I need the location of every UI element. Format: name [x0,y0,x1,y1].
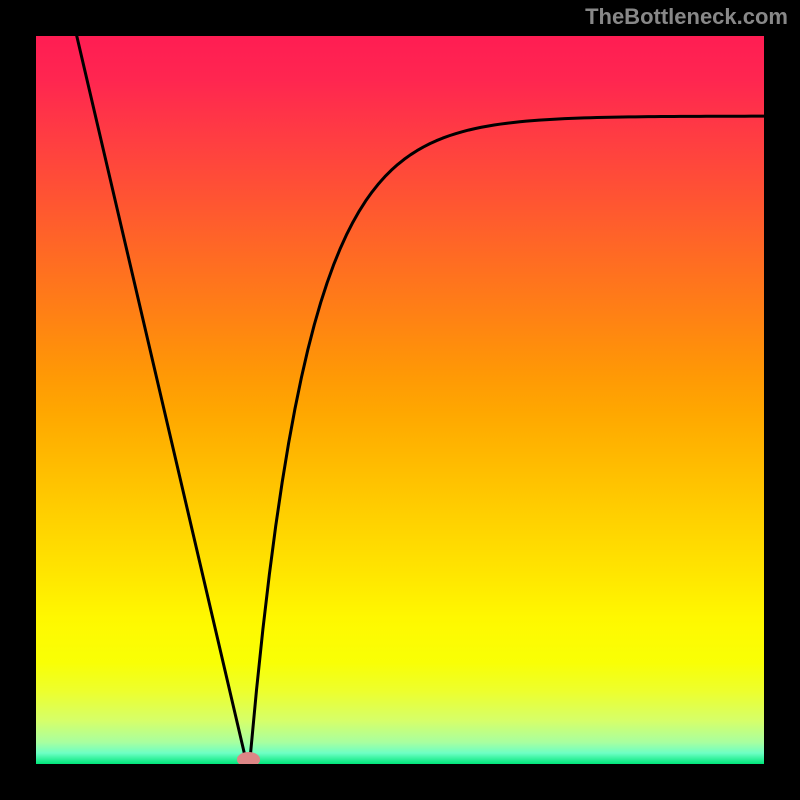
bottleneck-curve [77,36,764,761]
curve-layer [36,36,764,764]
plot-area [36,36,764,764]
source-label: TheBottleneck.com [585,4,788,30]
minimum-marker [237,752,260,764]
